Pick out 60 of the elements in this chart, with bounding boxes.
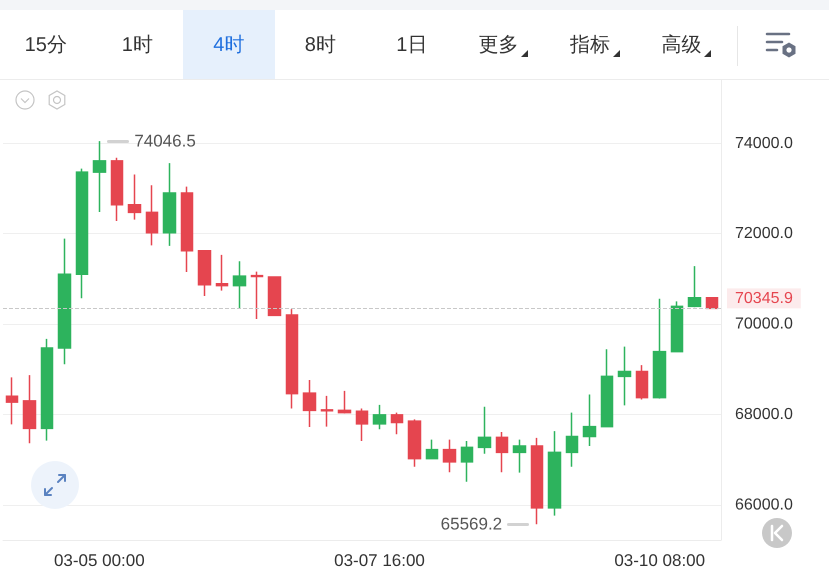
candlestick [636, 364, 648, 400]
candlestick [268, 276, 282, 317]
ref-line-label: 70345.9 [735, 290, 793, 307]
candlestick [92, 140, 106, 213]
tab-label: 更多 [478, 33, 518, 58]
tab-label: 15分 [24, 33, 67, 58]
tab-label: 高级 [661, 33, 702, 58]
tab-label: 1时 [122, 33, 153, 58]
candlestick [548, 430, 562, 516]
y-tick-label: 74000.0 [735, 134, 793, 152]
candlestick [58, 238, 72, 365]
annotation: 74046.5 [134, 132, 196, 151]
candlestick [6, 376, 18, 426]
candlestick [618, 346, 632, 406]
tab-label: 指标 [570, 33, 610, 58]
x-tick-label: 03-05 00:00 [54, 551, 145, 570]
candlestick [216, 254, 228, 292]
tab-label: 8时 [304, 33, 336, 58]
y-tick-label: 66000.0 [735, 496, 793, 514]
candlestick [76, 168, 88, 299]
candlestick [146, 184, 158, 246]
candlestick [426, 438, 438, 460]
candlestick [302, 379, 316, 428]
candlestick [198, 250, 212, 297]
candlestick [338, 390, 352, 414]
candlestick [530, 437, 544, 525]
candlestick [320, 395, 334, 428]
tab-label: 1日 [396, 33, 428, 58]
y-tick-label: 70000.0 [735, 316, 793, 333]
x-tick-label: 03-07 16:00 [334, 551, 425, 570]
y-tick-label: 68000.0 [735, 406, 793, 423]
candlestick [566, 412, 578, 468]
candlestick [162, 162, 176, 247]
tab-label: 4时 [213, 33, 244, 58]
x-tick-label: 03-10 08:00 [614, 551, 706, 570]
candlestick [652, 298, 666, 400]
candlestick [478, 406, 492, 454]
candlestick [688, 265, 702, 308]
candlestick [496, 431, 508, 473]
candlestick [600, 348, 614, 428]
candlestick [372, 404, 386, 430]
candlestick [582, 394, 596, 447]
candlestick [670, 300, 684, 353]
candlestick [390, 412, 404, 436]
candlestick [512, 438, 526, 474]
candlestick [356, 408, 368, 442]
candlestick [180, 186, 194, 273]
candlestick [22, 374, 36, 444]
candlestick [286, 308, 298, 410]
candlestick [40, 338, 54, 442]
candlestick [250, 270, 264, 320]
candlestick [128, 174, 142, 220]
candlestick [232, 260, 246, 309]
candlestick [706, 296, 718, 310]
candlestick [408, 418, 422, 468]
annotation: 65569.2 [440, 514, 502, 534]
candlestick [110, 156, 124, 222]
y-tick-label: 72000.0 [735, 225, 793, 242]
candlestick [442, 438, 456, 473]
candlestick [460, 440, 474, 482]
